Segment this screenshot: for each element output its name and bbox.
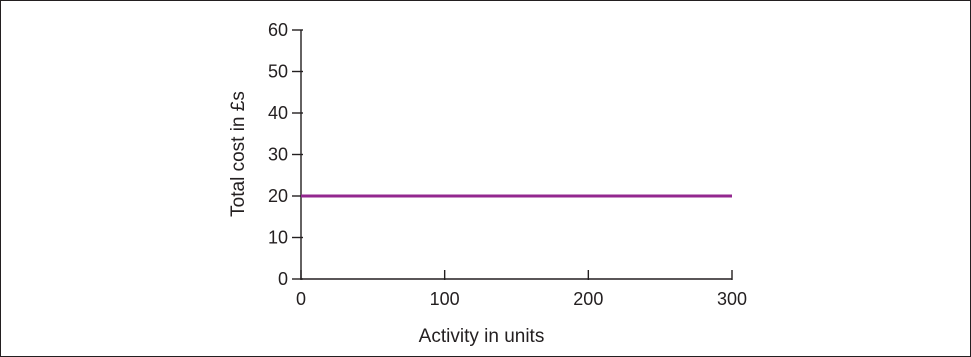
x-tick-label: 200 xyxy=(573,289,603,309)
y-axis-ticks: 0 10 20 30 40 50 60 xyxy=(268,20,303,289)
x-axis-ticks: 0 100 200 300 xyxy=(296,270,747,309)
y-tick-label: 20 xyxy=(268,186,288,206)
x-tick-label: 100 xyxy=(430,289,460,309)
y-tick-label: 0 xyxy=(278,269,288,289)
y-axis-label: Total cost in £s xyxy=(228,91,249,217)
axes xyxy=(300,30,732,280)
y-tick-label: 30 xyxy=(268,145,288,165)
y-tick-label: 10 xyxy=(268,228,288,248)
x-axis-label: Activity in units xyxy=(419,326,545,347)
y-tick-label: 60 xyxy=(268,20,288,40)
y-tick-label: 50 xyxy=(268,62,288,82)
y-tick-label: 40 xyxy=(268,103,288,123)
x-tick-label: 300 xyxy=(717,289,747,309)
x-tick-label: 0 xyxy=(296,289,306,309)
